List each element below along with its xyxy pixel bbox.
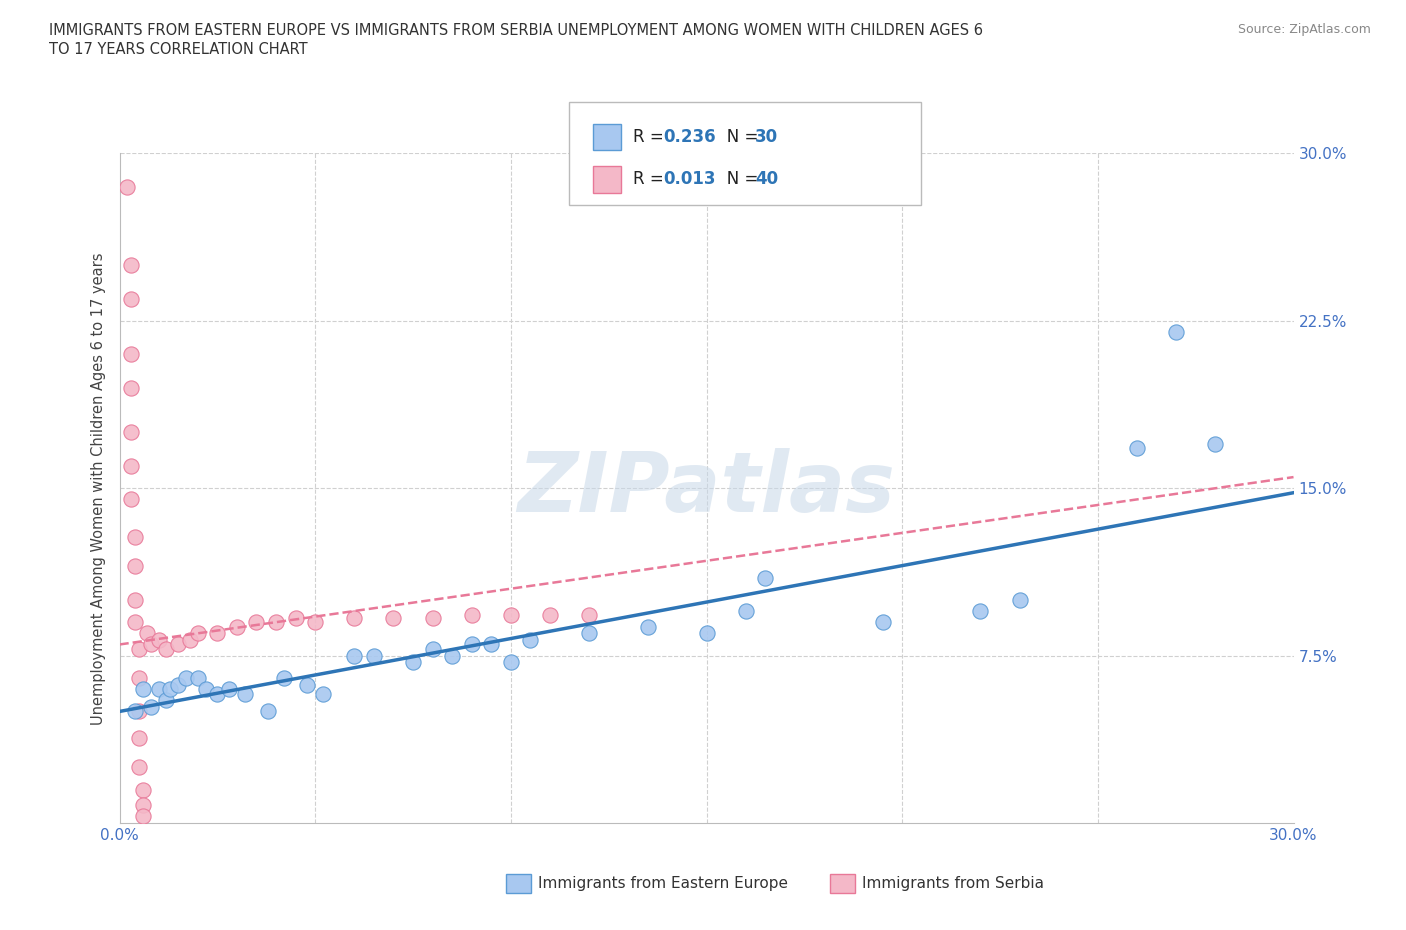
Point [124, 704, 146, 719]
Point [155, 642, 177, 657]
Point [1166, 325, 1188, 339]
Point [297, 677, 319, 692]
Text: N =: N = [711, 127, 763, 146]
Point [519, 632, 541, 647]
Point [128, 731, 150, 746]
Point [343, 648, 366, 663]
Point [120, 380, 142, 395]
Point [245, 615, 267, 630]
Point [124, 530, 146, 545]
Text: R =: R = [633, 127, 669, 146]
Point [754, 570, 776, 585]
Text: 0.236: 0.236 [664, 127, 716, 146]
Text: ZIPatlas: ZIPatlas [517, 447, 896, 529]
Point [1126, 441, 1149, 456]
Text: Immigrants from Eastern Europe: Immigrants from Eastern Europe [538, 876, 789, 891]
Point [167, 677, 190, 692]
Point [1204, 436, 1226, 451]
Point [132, 682, 155, 697]
Point [120, 291, 142, 306]
Point [422, 642, 444, 657]
Point [139, 637, 162, 652]
Text: Source: ZipAtlas.com: Source: ZipAtlas.com [1237, 23, 1371, 36]
Point [284, 610, 307, 625]
Point [207, 626, 229, 641]
Text: 40: 40 [755, 170, 778, 189]
Point [120, 458, 142, 473]
Point [135, 626, 157, 641]
Point [1008, 592, 1031, 607]
Point [124, 592, 146, 607]
Point [124, 559, 146, 574]
Point [578, 626, 600, 641]
Text: Immigrants from Serbia: Immigrants from Serbia [862, 876, 1043, 891]
Point [273, 671, 295, 685]
Point [120, 258, 142, 272]
Point [128, 760, 150, 775]
Text: 30: 30 [755, 127, 778, 146]
Text: R =: R = [633, 170, 669, 189]
Point [207, 686, 229, 701]
Point [257, 704, 280, 719]
Point [218, 682, 240, 697]
Point [499, 655, 522, 670]
Point [167, 637, 190, 652]
Point [578, 608, 600, 623]
Text: N =: N = [711, 170, 763, 189]
Point [120, 347, 142, 362]
Point [233, 686, 256, 701]
Point [343, 610, 366, 625]
Point [174, 671, 197, 685]
Point [194, 682, 217, 697]
Point [128, 642, 150, 657]
Point [179, 632, 201, 647]
Point [187, 626, 209, 641]
Point [264, 615, 287, 630]
Point [402, 655, 425, 670]
Point [734, 604, 756, 618]
Point [225, 619, 249, 634]
Point [637, 619, 659, 634]
Point [139, 699, 162, 714]
Point [479, 637, 502, 652]
Point [132, 798, 155, 813]
Point [696, 626, 718, 641]
Text: IMMIGRANTS FROM EASTERN EUROPE VS IMMIGRANTS FROM SERBIA UNEMPLOYMENT AMONG WOME: IMMIGRANTS FROM EASTERN EUROPE VS IMMIGR… [49, 23, 983, 38]
Point [117, 179, 139, 194]
Point [159, 682, 181, 697]
Point [187, 671, 209, 685]
Point [148, 682, 170, 697]
Point [499, 608, 522, 623]
Point [132, 809, 155, 824]
Point [124, 615, 146, 630]
Point [538, 608, 561, 623]
Point [155, 693, 177, 708]
Point [460, 608, 484, 623]
Point [312, 686, 335, 701]
Point [148, 632, 170, 647]
Point [969, 604, 991, 618]
Text: TO 17 YEARS CORRELATION CHART: TO 17 YEARS CORRELATION CHART [49, 42, 308, 57]
Point [120, 425, 142, 440]
Point [460, 637, 484, 652]
Point [304, 615, 326, 630]
Y-axis label: Unemployment Among Women with Children Ages 6 to 17 years: Unemployment Among Women with Children A… [91, 252, 107, 724]
Point [120, 492, 142, 507]
Point [128, 671, 150, 685]
Point [132, 782, 155, 797]
Point [382, 610, 405, 625]
Point [872, 615, 894, 630]
Point [441, 648, 464, 663]
Point [422, 610, 444, 625]
Point [128, 704, 150, 719]
Point [363, 648, 385, 663]
Text: 0.013: 0.013 [664, 170, 716, 189]
